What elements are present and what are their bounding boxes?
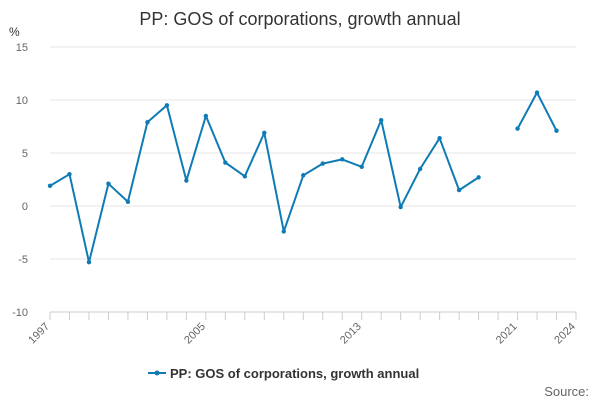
data-point [281,229,286,234]
gridlines [50,46,576,313]
series-line [49,104,480,264]
x-tick-label: 2021 [494,321,520,347]
data-point [398,204,403,210]
data-point [203,113,209,119]
x-tick-label: 1997 [26,321,52,347]
data-point [554,128,559,133]
y-tick-label: -5 [18,254,28,266]
x-axis-ticks: 1997 2005 2013 2021 2024 [26,321,578,347]
data-point [437,135,442,141]
y-tick-label: -10 [12,307,28,319]
x-axis [49,311,577,320]
y-tick-label: 0 [22,201,28,213]
data-point [67,172,72,177]
data-point [476,175,481,180]
data-point [378,117,384,123]
data-point [86,259,92,265]
data-point [184,178,189,183]
data-point [242,174,248,179]
data-point [359,164,364,169]
data-point [106,181,111,186]
data-point [262,130,267,136]
data-point [515,126,520,131]
data-point [340,157,345,162]
data-point [534,90,540,95]
data-point [145,120,150,125]
data-point [320,161,325,166]
data-point [47,183,53,189]
data-point [456,187,462,193]
y-unit-label: % [9,25,20,39]
y-axis-ticks: 15 10 5 0 -5 -10 [12,42,28,319]
data-point [223,160,228,165]
series-layer [47,90,559,265]
source-label: Source: [544,384,589,399]
data-point [125,199,131,204]
legend[interactable]: PP: GOS of corporations, growth annual [148,366,419,381]
y-tick-label: 5 [22,148,28,160]
data-point [417,166,423,172]
y-tick-label: 15 [16,42,28,54]
x-tick-label: 2024 [552,321,578,347]
chart-title: PP: GOS of corporations, growth annual [139,9,460,29]
data-point [164,103,170,108]
y-tick-label: 10 [16,95,28,107]
data-point [301,173,306,178]
legend-swatch-marker [154,370,160,376]
legend-entry: PP: GOS of corporations, growth annual [170,366,419,381]
x-tick-label: 2005 [182,321,208,347]
series-line [516,91,558,132]
x-tick-label: 2013 [338,321,364,347]
